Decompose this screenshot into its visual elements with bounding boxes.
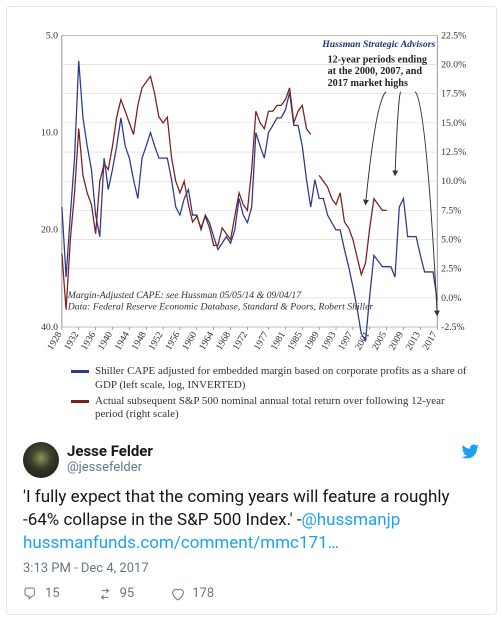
tweet-actions: 15 95 178 — [23, 586, 480, 602]
author-handle[interactable]: @jessefelder — [67, 460, 460, 475]
svg-text:1968: 1968 — [214, 330, 233, 352]
svg-text:1997: 1997 — [336, 330, 355, 352]
svg-text:1960: 1960 — [180, 330, 199, 352]
chart-image: 22.5% 20.0% 17.5% 15.0% 12.5% 10.0% 7.5% 5.0% 2.… — [23, 19, 480, 359]
svg-text:2009: 2009 — [387, 330, 406, 352]
tweet-timestamp[interactable]: 3:13 PM - Dec 4, 2017 — [23, 561, 480, 576]
retweet-button[interactable]: 95 — [96, 586, 135, 602]
legend-swatch-b — [71, 400, 89, 403]
tweet-body: Jesse Felder @jessefelder 'I fully expec… — [23, 432, 480, 602]
legend-text-a: Shiller CAPE adjusted for embedded margi… — [95, 365, 470, 393]
svg-text:20.0: 20.0 — [41, 225, 58, 236]
mention-link[interactable]: @hussmanjp — [302, 510, 401, 530]
chart-legend: Shiller CAPE adjusted for embedded margi… — [23, 359, 480, 432]
svg-text:1981: 1981 — [269, 330, 288, 352]
svg-text:1952: 1952 — [146, 330, 165, 352]
svg-text:1977: 1977 — [252, 330, 271, 352]
svg-text:1940: 1940 — [96, 330, 115, 352]
svg-text:1964: 1964 — [197, 330, 216, 352]
svg-text:2017: 2017 — [421, 330, 440, 352]
svg-text:2017 market highs: 2017 market highs — [328, 78, 408, 89]
tweet-link[interactable]: hussmanfunds.com/comment/mmc171… — [23, 533, 339, 553]
svg-text:1972: 1972 — [231, 330, 250, 352]
svg-text:Margin-Adjusted CAPE: see Huss: Margin-Adjusted CAPE: see Hussman 05/05/… — [67, 290, 303, 301]
author-name[interactable]: Jesse Felder — [67, 442, 460, 460]
svg-text:1985: 1985 — [286, 330, 305, 352]
svg-text:1936: 1936 — [79, 330, 98, 352]
svg-text:1956: 1956 — [163, 330, 182, 352]
legend-text-b: Actual subsequent S&P 500 nominal annual… — [95, 395, 470, 423]
svg-text:1948: 1948 — [130, 330, 149, 352]
svg-text:1944: 1944 — [113, 330, 132, 352]
svg-text:-2.5%: -2.5% — [441, 322, 464, 333]
like-button[interactable]: 178 — [170, 586, 214, 602]
tweet-text: 'I fully expect that the coming years wi… — [23, 486, 480, 555]
svg-text:12.5%: 12.5% — [441, 147, 466, 158]
svg-text:Hussman Strategic Advisors: Hussman Strategic Advisors — [321, 39, 435, 50]
svg-text:22.5%: 22.5% — [441, 30, 466, 41]
svg-text:at the 2000, 2007, and: at the 2000, 2007, and — [328, 66, 423, 77]
svg-text:2.5%: 2.5% — [441, 264, 461, 275]
twitter-icon[interactable] — [460, 442, 480, 466]
svg-text:7.5%: 7.5% — [441, 205, 461, 216]
svg-text:2005: 2005 — [370, 330, 389, 352]
svg-text:2013: 2013 — [404, 330, 423, 352]
svg-text:12-year periods ending: 12-year periods ending — [328, 55, 427, 66]
reply-button[interactable]: 15 — [23, 586, 60, 602]
svg-text:1932: 1932 — [62, 330, 81, 352]
embedded-tweet-card: 22.5% 20.0% 17.5% 15.0% 12.5% 10.0% 7.5% 5.0% 2.… — [6, 6, 497, 615]
avatar[interactable] — [23, 442, 59, 478]
svg-text:10.0%: 10.0% — [441, 176, 466, 187]
svg-text:5.0: 5.0 — [46, 30, 58, 41]
svg-text:5.0%: 5.0% — [441, 234, 461, 245]
svg-text:Data: Federal Reserve Economic: Data: Federal Reserve Economic Database,… — [67, 302, 374, 313]
svg-text:17.5%: 17.5% — [441, 89, 466, 100]
svg-text:1993: 1993 — [319, 330, 338, 352]
svg-text:1928: 1928 — [45, 330, 64, 352]
svg-text:20.0%: 20.0% — [441, 59, 466, 70]
svg-text:1989: 1989 — [302, 330, 321, 352]
svg-text:15.0%: 15.0% — [441, 118, 466, 129]
svg-text:2001: 2001 — [353, 330, 372, 352]
svg-text:0.0%: 0.0% — [441, 293, 461, 304]
svg-text:10.0: 10.0 — [41, 128, 58, 139]
legend-swatch-a — [71, 370, 89, 373]
